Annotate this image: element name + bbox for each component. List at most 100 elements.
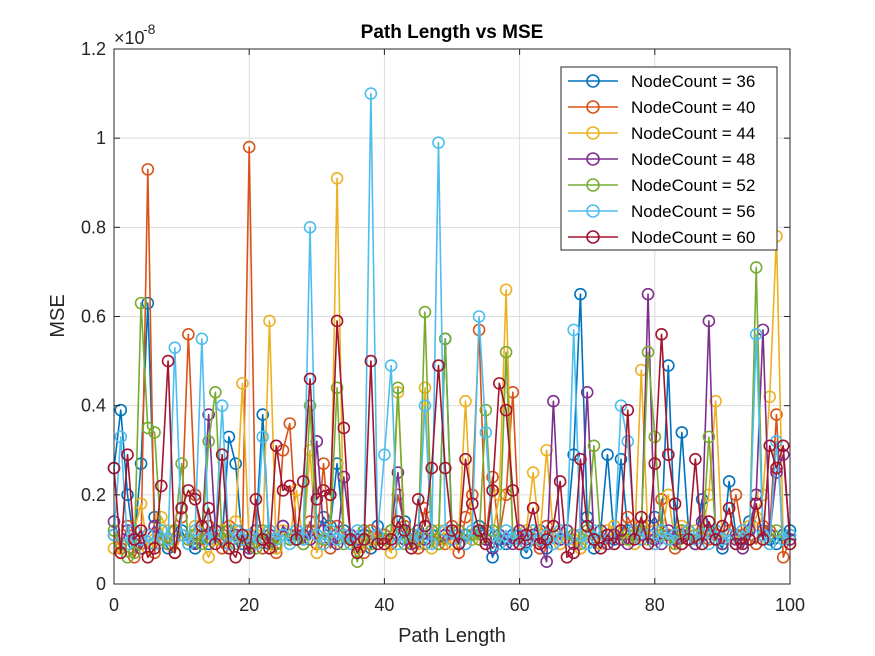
data-point [384,359,398,372]
data-point [432,359,445,372]
data-point [121,488,134,502]
data-point [310,546,324,560]
data-point [114,403,128,417]
legend-item: NodeCount = 48 [568,150,755,169]
data-point [520,546,533,560]
data-point [560,533,574,546]
data-point [330,171,344,185]
data-point [324,533,337,546]
data-point [526,466,540,479]
data-point [283,479,297,493]
data-point [242,528,256,542]
data-point [310,492,324,506]
data-point [465,497,479,511]
data-point [229,457,242,470]
y-tick-label: 0.4 [81,396,106,416]
data-point [276,484,290,497]
data-point [432,136,445,149]
data-point [580,537,594,551]
data-point [452,546,466,560]
data-point [378,537,391,551]
data-point [580,385,594,399]
y-tick-label: 0 [96,574,106,594]
data-point [229,524,242,537]
data-point [337,470,351,484]
data-point [242,542,256,555]
data-point [215,542,229,555]
data-point [459,452,472,466]
data-point [472,524,486,537]
data-point [384,533,398,546]
data-point [749,497,763,511]
data-point [425,537,439,551]
data-point [655,528,668,542]
data-point [114,430,128,444]
data-point [141,421,155,435]
data-point [351,524,364,537]
data-point [418,381,432,395]
data-point [641,537,655,551]
data-point [141,296,155,310]
data-point [641,287,655,301]
data-point [506,484,520,497]
data-point [736,537,749,551]
data-point [662,448,675,462]
data-point [499,283,513,297]
y-exponent-base: ×10 [114,28,145,48]
data-point [168,546,182,560]
data-point [324,488,337,502]
data-point [621,533,635,546]
data-point [411,492,425,506]
series-7 [107,314,797,564]
data-point [256,542,270,555]
data-point [675,426,689,439]
data-point [689,533,702,546]
data-point [722,501,736,515]
data-point [256,430,270,444]
data-point [337,537,351,551]
data-point [553,475,567,488]
data-point [351,546,364,560]
data-point [621,403,635,417]
legend-marker [586,126,600,140]
data-point [317,537,330,551]
data-point [303,221,317,234]
data-point [445,533,459,546]
data-point [547,519,560,533]
data-point [296,475,310,488]
data-point [513,537,526,551]
data-point [770,435,783,448]
data-point [736,524,749,537]
data-point [763,439,777,453]
data-point [479,426,493,439]
data-point [770,461,783,475]
data-point [351,542,364,555]
data-point [702,515,716,528]
data-point [655,524,668,537]
data-point [729,533,743,546]
legend-item: NodeCount = 52 [568,176,755,195]
data-point [567,528,580,542]
data-point [675,524,689,537]
data-point [695,537,709,551]
data-point [648,533,662,546]
y-tick-label: 1 [96,128,106,148]
data-point [614,524,628,537]
data-point [465,524,479,537]
data-point [621,435,635,448]
legend-label: NodeCount = 60 [631,228,755,247]
data-point [182,533,195,546]
data-point [236,377,249,390]
data-point [296,533,310,546]
data-point [486,484,499,497]
data-point [567,448,580,462]
data-point [540,555,553,569]
data-point [236,528,249,542]
data-point [614,399,628,412]
data-point [574,452,587,466]
data-point [378,448,391,462]
data-point [155,479,168,493]
data-point [134,457,148,470]
series-line [113,92,791,545]
series-layer [107,87,797,569]
